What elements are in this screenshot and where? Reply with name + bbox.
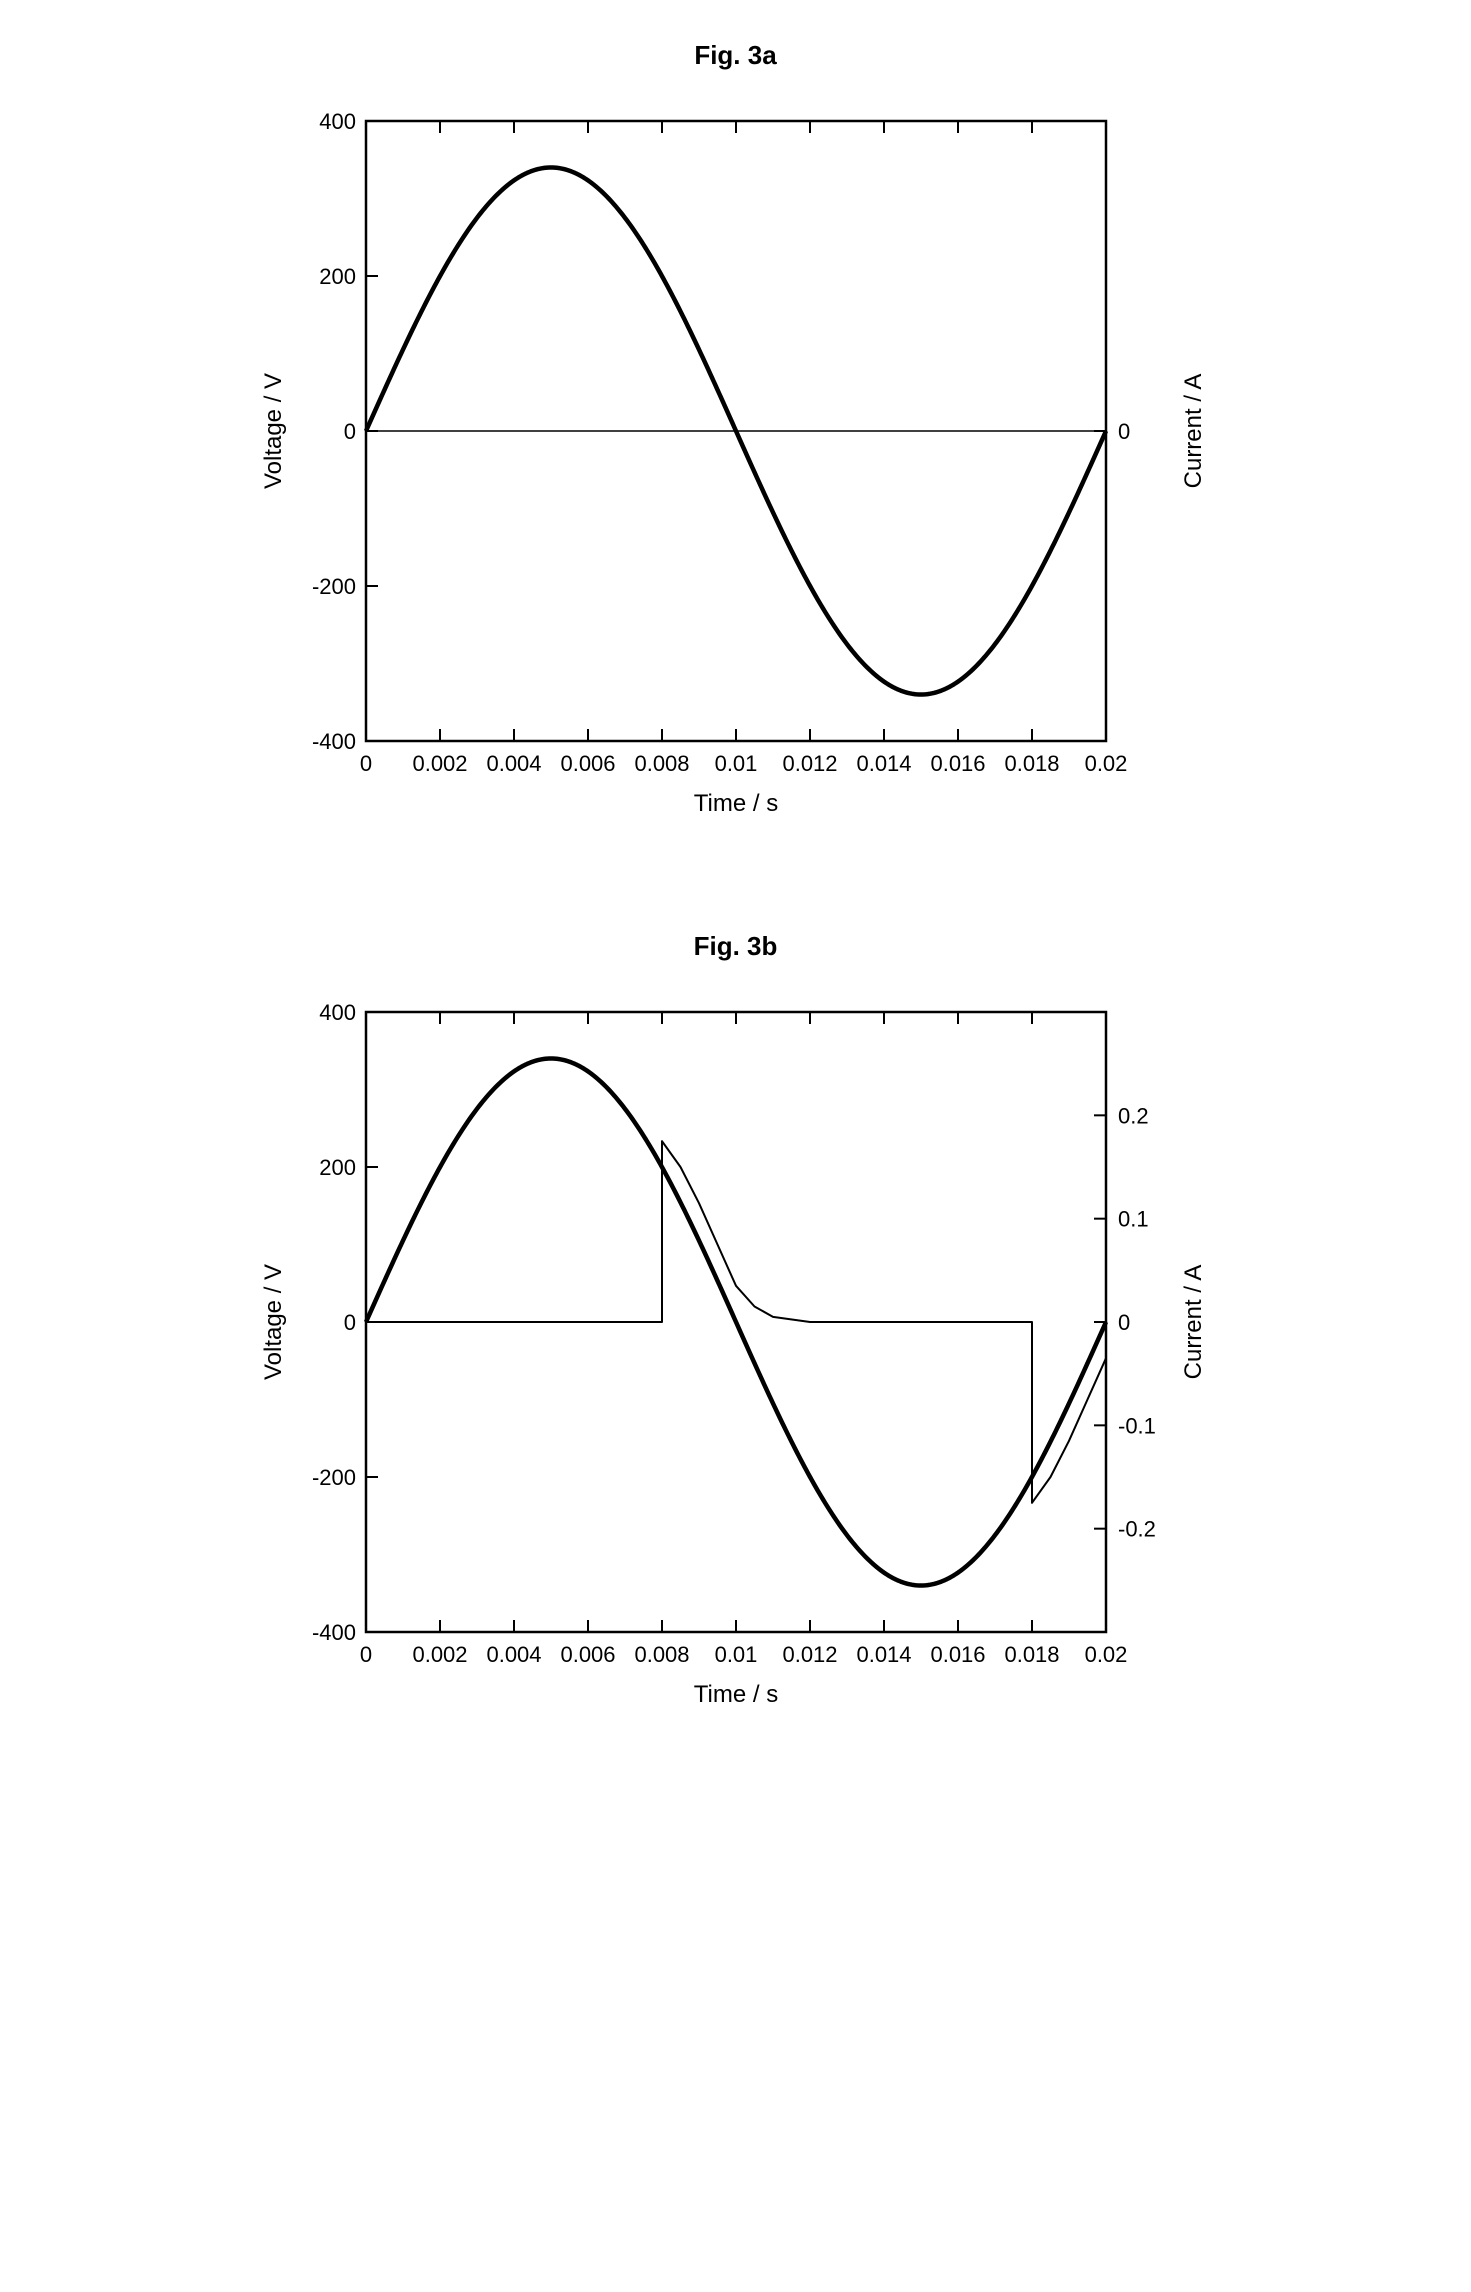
x-tick-label: 0.004 — [486, 751, 541, 776]
figure-title: Fig. 3a — [236, 40, 1236, 71]
x-tick-label: 0.002 — [412, 1642, 467, 1667]
y-right-tick-label: 0 — [1118, 1310, 1130, 1335]
y-left-tick-label: 0 — [343, 419, 355, 444]
x-axis-label: Time / s — [693, 790, 777, 817]
y-left-tick-label: -400 — [311, 729, 355, 754]
x-tick-label: 0.02 — [1084, 1642, 1127, 1667]
x-tick-label: 0.016 — [930, 751, 985, 776]
x-tick-label: 0.006 — [560, 751, 615, 776]
y-right-tick-label: 0 — [1118, 419, 1130, 444]
x-tick-label: 0.008 — [634, 751, 689, 776]
x-tick-label: 0.018 — [1004, 751, 1059, 776]
chart-svg: 0 0.002 0.004 0.006 0.008 0.01 0.012 0.014 0.016… — [236, 91, 1236, 851]
y-left-tick-label: 400 — [319, 1000, 356, 1025]
x-tick-label: 0.02 — [1084, 751, 1127, 776]
x-tick-label: 0.004 — [486, 1642, 541, 1667]
y-right-axis-label: Current / A — [1180, 1265, 1207, 1380]
y-left-tick-label: 200 — [319, 264, 356, 289]
y-left-tick-label: -200 — [311, 1465, 355, 1490]
x-tick-label: 0.014 — [856, 1642, 911, 1667]
x-tick-label: 0.008 — [634, 1642, 689, 1667]
y-left-axis-label: Voltage / V — [260, 373, 287, 489]
x-tick-label: 0.01 — [714, 751, 757, 776]
chart-svg: 0 0.002 0.004 0.006 0.008 0.01 0.012 0.014 0.016… — [236, 982, 1236, 1742]
y-left-tick-label: -200 — [311, 574, 355, 599]
x-tick-label: 0.006 — [560, 1642, 615, 1667]
y-right-tick-label: 0.1 — [1118, 1207, 1149, 1232]
y-left-axis-label: Voltage / V — [260, 1264, 287, 1380]
x-tick-label: 0.012 — [782, 751, 837, 776]
y-left-tick-label: 200 — [319, 1155, 356, 1180]
x-axis-label: Time / s — [693, 1681, 777, 1708]
x-tick-label: 0 — [359, 751, 371, 776]
y-right-tick-label: -0.1 — [1118, 1413, 1156, 1438]
y-right-tick-label: 0.2 — [1118, 1103, 1149, 1128]
x-tick-label: 0 — [359, 1642, 371, 1667]
y-left-tick-label: 0 — [343, 1310, 355, 1335]
x-tick-label: 0.018 — [1004, 1642, 1059, 1667]
x-tick-label: 0.002 — [412, 751, 467, 776]
figure-0: Fig. 3a 0 0.002 0.004 0.006 0.008 0.01 0.012 0.0… — [236, 40, 1236, 851]
y-left-tick-label: -400 — [311, 1620, 355, 1645]
y-left-tick-label: 400 — [319, 109, 356, 134]
figure-1: Fig. 3b 0 0.002 0.004 0.006 0.008 0.01 0.012 0.0… — [236, 931, 1236, 1742]
x-tick-label: 0.012 — [782, 1642, 837, 1667]
figure-title: Fig. 3b — [236, 931, 1236, 962]
x-tick-label: 0.014 — [856, 751, 911, 776]
y-right-axis-label: Current / A — [1180, 374, 1207, 489]
x-tick-label: 0.016 — [930, 1642, 985, 1667]
y-right-tick-label: -0.2 — [1118, 1517, 1156, 1542]
x-tick-label: 0.01 — [714, 1642, 757, 1667]
